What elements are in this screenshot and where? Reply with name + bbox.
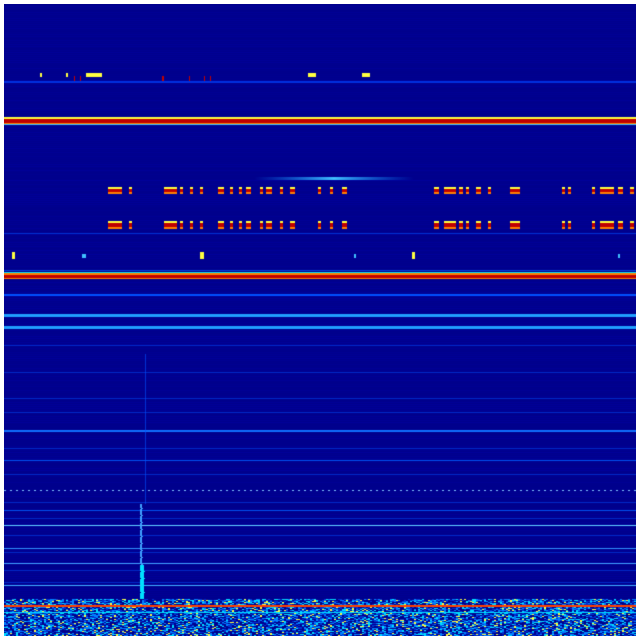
- spectrogram-image: [4, 4, 636, 636]
